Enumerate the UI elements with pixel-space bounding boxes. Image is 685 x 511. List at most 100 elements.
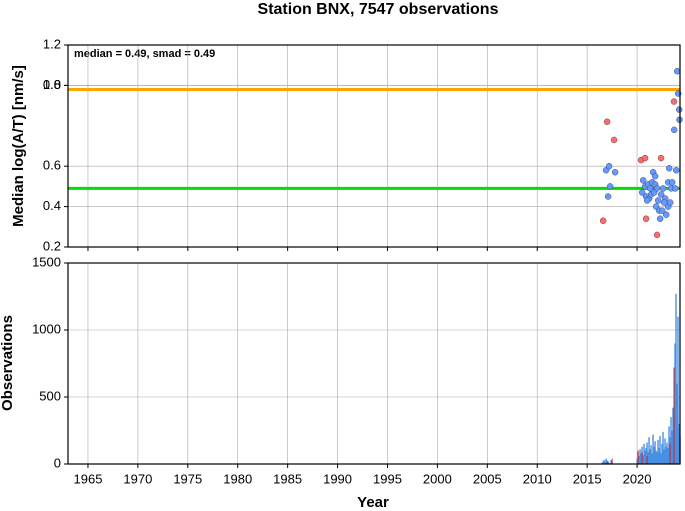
bar [668, 426, 670, 464]
bar [677, 316, 679, 464]
x-axis-label: Year [357, 494, 389, 511]
point [676, 106, 683, 113]
x-tick-label: 2020 [623, 471, 652, 486]
y-tick-label: 0.6 [43, 158, 61, 173]
point [659, 207, 666, 214]
bar [667, 447, 669, 464]
x-tick-label: 2015 [573, 471, 602, 486]
point [642, 215, 650, 222]
y-axis-label: Median log(A/T) [nm/s] [10, 65, 27, 227]
bar [658, 447, 660, 464]
bar [678, 423, 680, 464]
bar [607, 461, 609, 464]
point [657, 154, 665, 162]
bar [662, 431, 664, 464]
bar [649, 449, 651, 464]
point [606, 183, 614, 190]
bar [603, 459, 605, 464]
x-tick-label: 2010 [523, 471, 552, 486]
point [670, 98, 678, 105]
bar [638, 455, 640, 464]
point [604, 193, 612, 200]
bar [606, 461, 608, 464]
bar [642, 454, 644, 464]
point [638, 189, 646, 196]
y-tick-label: 0.2 [43, 238, 61, 253]
bar [639, 449, 641, 464]
point [654, 197, 662, 204]
x-tick-label: 1970 [123, 471, 152, 486]
point [651, 173, 659, 180]
bar [651, 453, 653, 464]
point [653, 185, 661, 192]
bar [670, 417, 672, 464]
bar [605, 458, 607, 464]
point [610, 136, 618, 144]
point [646, 185, 654, 192]
bar [666, 442, 668, 464]
bar [657, 439, 659, 464]
y-tick-label: 500 [39, 388, 61, 403]
y-tick-label: 0.4 [43, 198, 61, 213]
bar [655, 450, 657, 464]
x-tick-label: 1995 [373, 471, 402, 486]
point [671, 126, 678, 134]
x-tick-label: 1985 [273, 471, 302, 486]
bar [601, 462, 603, 464]
point [653, 231, 661, 239]
y-axis-label: Observations [0, 315, 16, 411]
point [611, 169, 619, 176]
bar [640, 453, 642, 464]
bar [643, 443, 645, 464]
point [643, 197, 651, 204]
bar [671, 430, 673, 464]
bar [646, 455, 648, 464]
point [603, 118, 611, 125]
bar [648, 437, 650, 464]
point [667, 199, 674, 206]
bar [611, 458, 613, 464]
bar [665, 446, 667, 464]
y-tick-label: 1000 [32, 321, 61, 336]
x-tick-label: 2005 [473, 471, 502, 486]
bar [653, 446, 655, 464]
point [660, 185, 667, 192]
point [669, 179, 676, 186]
point [666, 165, 673, 172]
y-tick-label: 0.8 [43, 77, 61, 92]
point [674, 68, 681, 75]
bar [646, 442, 648, 464]
bar [652, 434, 654, 464]
bar [669, 443, 671, 464]
x-tick-label: 1975 [173, 471, 202, 486]
bar [602, 461, 604, 464]
x-tick-label: 1990 [323, 471, 352, 486]
bar [675, 293, 677, 464]
point [599, 217, 607, 224]
bar [660, 453, 662, 464]
bar [636, 458, 638, 464]
bar [654, 441, 656, 464]
bar [604, 461, 606, 464]
bar [650, 445, 652, 464]
y-tick-label: 0 [54, 455, 61, 470]
bar [661, 443, 663, 464]
point [661, 199, 668, 206]
bar [664, 438, 666, 464]
y-tick-label: 1500 [32, 254, 61, 269]
bar [674, 343, 676, 464]
point [672, 185, 679, 192]
bar [663, 449, 665, 464]
bar [659, 435, 661, 464]
bar [676, 383, 678, 464]
point [673, 167, 680, 174]
bar [656, 451, 658, 464]
point [657, 191, 665, 198]
plot-frame [67, 44, 681, 248]
bar [647, 451, 649, 464]
bar [672, 407, 674, 464]
bar [673, 367, 675, 464]
y-tick-label: 1.2 [43, 36, 61, 51]
